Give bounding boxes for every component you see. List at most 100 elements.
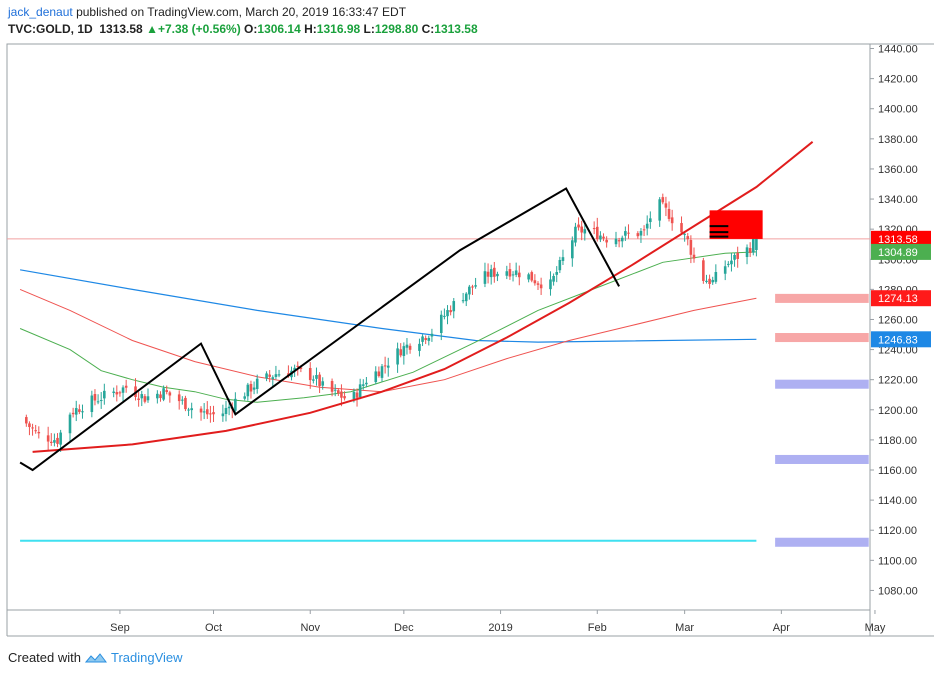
tradingview-brand-link[interactable]: TradingView xyxy=(110,650,183,665)
candle-body xyxy=(483,271,487,284)
candle-body xyxy=(365,382,368,385)
candle-body xyxy=(580,226,583,233)
candle-body xyxy=(115,392,119,395)
candle-body xyxy=(486,271,490,277)
candle-body xyxy=(427,337,431,341)
candle-body xyxy=(474,285,477,287)
candle-body xyxy=(81,411,84,413)
candle-body xyxy=(308,368,312,381)
candle-body xyxy=(471,286,474,288)
candle-body xyxy=(711,279,715,283)
price-change: +7.38 (+0.56%) xyxy=(157,22,241,36)
ma-blue-line xyxy=(19,269,757,343)
last-price: 1313.58 xyxy=(99,22,143,36)
publish-info: jack_denaut published on TradingView.com… xyxy=(8,5,406,19)
candle-body xyxy=(209,413,212,415)
author-link[interactable]: jack_denaut xyxy=(8,5,73,19)
candle-body xyxy=(53,440,56,443)
candle-body xyxy=(617,240,621,242)
target-box xyxy=(709,210,763,239)
candle-body xyxy=(31,427,34,429)
candle-body xyxy=(243,396,247,399)
candle-body xyxy=(602,236,605,239)
candle-body xyxy=(583,229,587,234)
candle-body xyxy=(330,380,334,392)
candle-body xyxy=(571,240,574,259)
candle-body xyxy=(340,391,343,398)
candle-body xyxy=(165,390,169,392)
candle-body xyxy=(642,229,646,231)
publish-text: published on TradingView.com, March 20, … xyxy=(76,5,407,19)
candle-body xyxy=(399,349,403,356)
y-tick-label: 1160.00 xyxy=(878,465,917,477)
candle-body xyxy=(692,254,696,259)
candle-body xyxy=(670,217,674,224)
price-zone xyxy=(775,293,869,303)
y-tick-label: 1140.00 xyxy=(878,495,917,507)
y-tick-label: 1120.00 xyxy=(878,525,917,537)
candle-body xyxy=(265,373,268,379)
candle-body xyxy=(686,236,690,240)
candle-body xyxy=(605,239,608,243)
candle-body xyxy=(380,366,384,378)
candle-body xyxy=(418,343,421,351)
low-value: 1298.80 xyxy=(374,22,419,36)
ma-green-line xyxy=(19,251,757,403)
candle-body xyxy=(723,266,727,274)
candle-body xyxy=(205,409,209,415)
open-label: O: xyxy=(244,22,258,36)
candle-body xyxy=(121,387,125,393)
candle-body xyxy=(333,389,337,391)
y-tick-label: 1260.00 xyxy=(878,314,918,326)
candle-body xyxy=(103,390,106,399)
candle-body xyxy=(374,371,378,383)
candle-body xyxy=(574,226,577,243)
candle-body xyxy=(146,396,150,401)
candle-body xyxy=(511,274,515,276)
close-label: C: xyxy=(421,22,435,36)
candle-body xyxy=(683,233,686,235)
candle-body xyxy=(527,274,530,280)
candle-body xyxy=(140,394,144,399)
candle-body xyxy=(443,315,446,317)
price-label: 1304.89 xyxy=(878,247,918,259)
candle-body xyxy=(249,383,253,392)
candle-body xyxy=(156,393,159,399)
x-tick-label: Sep xyxy=(110,622,130,634)
x-tick-label: Nov xyxy=(300,622,320,634)
candle-body xyxy=(352,391,356,400)
candle-body xyxy=(137,398,140,400)
candle-body xyxy=(555,271,559,275)
candle-body xyxy=(383,365,387,367)
candle-body xyxy=(645,223,649,229)
candle-body xyxy=(46,435,50,442)
candle-body xyxy=(592,228,596,230)
close-value: 1313.58 xyxy=(434,22,478,36)
price-label: 1274.13 xyxy=(878,293,918,305)
symbol-label: TVC:GOLD, 1D xyxy=(8,22,93,36)
candle-body xyxy=(177,394,181,402)
candle-body xyxy=(664,203,668,208)
candle-body xyxy=(93,394,97,401)
candle-body xyxy=(268,374,271,377)
candle-body xyxy=(221,413,225,417)
candle-body xyxy=(517,272,521,278)
candle-body xyxy=(28,423,31,428)
candle-body xyxy=(224,407,228,415)
candle-body xyxy=(421,336,424,342)
price-zone xyxy=(775,379,869,389)
candle-body xyxy=(755,238,758,251)
candle-body xyxy=(439,314,443,333)
low-label: L: xyxy=(363,22,375,36)
up-arrow-icon: ▲ xyxy=(146,22,158,36)
candle-body xyxy=(296,365,300,367)
candle-body xyxy=(449,310,452,313)
price-label-bg xyxy=(871,290,931,307)
candle-body xyxy=(533,280,537,284)
candle-body xyxy=(159,394,162,398)
candle-body xyxy=(49,441,53,443)
candle-body xyxy=(424,338,427,341)
candle-body xyxy=(577,224,580,228)
candle-body xyxy=(505,271,509,276)
